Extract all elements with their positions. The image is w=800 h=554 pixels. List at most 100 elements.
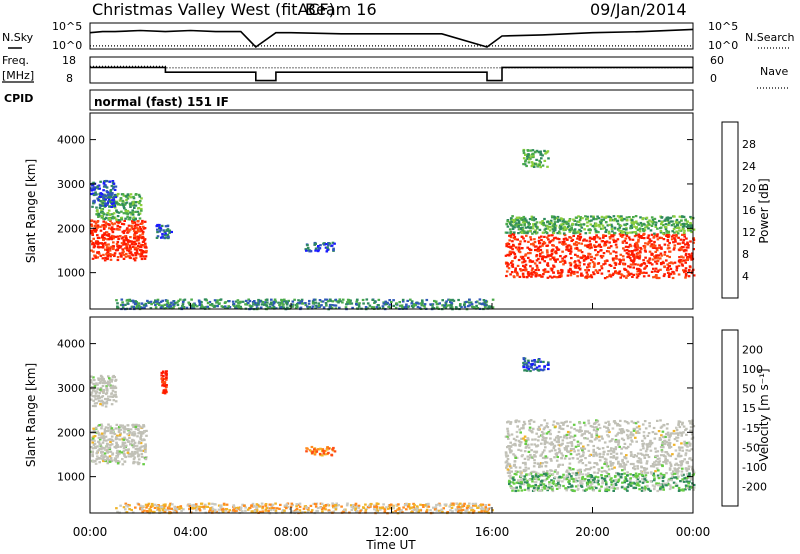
cell [688, 449, 691, 452]
cell [600, 219, 604, 222]
cell [681, 228, 684, 231]
cell [541, 456, 545, 459]
cell [643, 420, 647, 423]
cell [602, 453, 605, 456]
cell [632, 231, 636, 234]
cell [97, 449, 101, 452]
cell [480, 302, 483, 305]
cell [102, 459, 105, 463]
cell [609, 219, 612, 222]
cell [579, 230, 583, 233]
cell [114, 446, 118, 449]
cell [134, 252, 137, 255]
cell [423, 304, 426, 307]
cell [141, 240, 145, 243]
cell [614, 262, 618, 265]
cell [592, 466, 596, 469]
cell [558, 486, 561, 490]
cell [639, 458, 642, 461]
cell [527, 489, 531, 492]
cell [392, 304, 395, 307]
cell [684, 219, 687, 222]
cell [683, 269, 687, 272]
cell [112, 235, 115, 238]
cell [666, 452, 670, 455]
cell [112, 241, 115, 244]
cell [583, 437, 586, 440]
cell [120, 222, 124, 225]
cell [686, 243, 689, 246]
cell [656, 238, 660, 241]
y-tick-label: 1000 [57, 267, 85, 280]
cell [94, 398, 97, 401]
cell [524, 254, 527, 257]
cell [127, 249, 131, 252]
cell [605, 464, 609, 467]
cell [291, 305, 294, 308]
cell [106, 389, 109, 392]
cell [563, 434, 566, 437]
cell [685, 222, 689, 226]
cell [325, 304, 328, 307]
cell [646, 259, 650, 262]
cell [314, 301, 318, 304]
cell [321, 448, 325, 451]
cell [105, 445, 109, 448]
cell [90, 240, 93, 243]
cell [97, 246, 101, 249]
cell [643, 454, 646, 457]
cell [121, 444, 124, 448]
cell [190, 305, 194, 308]
cell [522, 483, 526, 486]
cell [562, 436, 566, 439]
cell [598, 488, 602, 491]
cell [597, 231, 600, 234]
cell [124, 448, 128, 451]
cell [166, 228, 170, 231]
cell [116, 248, 120, 251]
cell [334, 307, 338, 310]
cell [629, 431, 633, 434]
cell [630, 219, 634, 222]
cell [110, 202, 114, 205]
cell [122, 450, 126, 453]
cell [560, 273, 563, 276]
cell [569, 447, 573, 451]
cell [142, 449, 146, 452]
cell [557, 430, 561, 434]
cell [512, 243, 515, 246]
cell [612, 250, 615, 253]
cell [116, 305, 119, 308]
cell [645, 271, 648, 274]
cell [322, 452, 326, 455]
cell [617, 474, 621, 477]
cell [522, 420, 526, 423]
cell [552, 445, 556, 448]
cell [636, 228, 640, 232]
cell [623, 442, 627, 445]
cell [687, 465, 691, 468]
cell [668, 445, 671, 449]
cell [612, 479, 616, 482]
cell [551, 239, 555, 242]
cell [590, 219, 593, 222]
cell [521, 221, 525, 224]
cell [667, 230, 671, 233]
cell [602, 252, 606, 255]
cell [162, 374, 165, 378]
cell [687, 229, 690, 232]
cell [108, 460, 112, 463]
cell [618, 428, 622, 431]
cell [105, 190, 109, 193]
cell [216, 299, 219, 302]
cell [464, 300, 468, 304]
cell [635, 455, 638, 458]
cell [107, 429, 110, 433]
cell [136, 425, 139, 428]
cell [596, 471, 600, 474]
cell [556, 237, 559, 240]
cell [282, 306, 286, 309]
cell [549, 437, 552, 440]
cell [122, 257, 126, 260]
cell [647, 223, 651, 226]
